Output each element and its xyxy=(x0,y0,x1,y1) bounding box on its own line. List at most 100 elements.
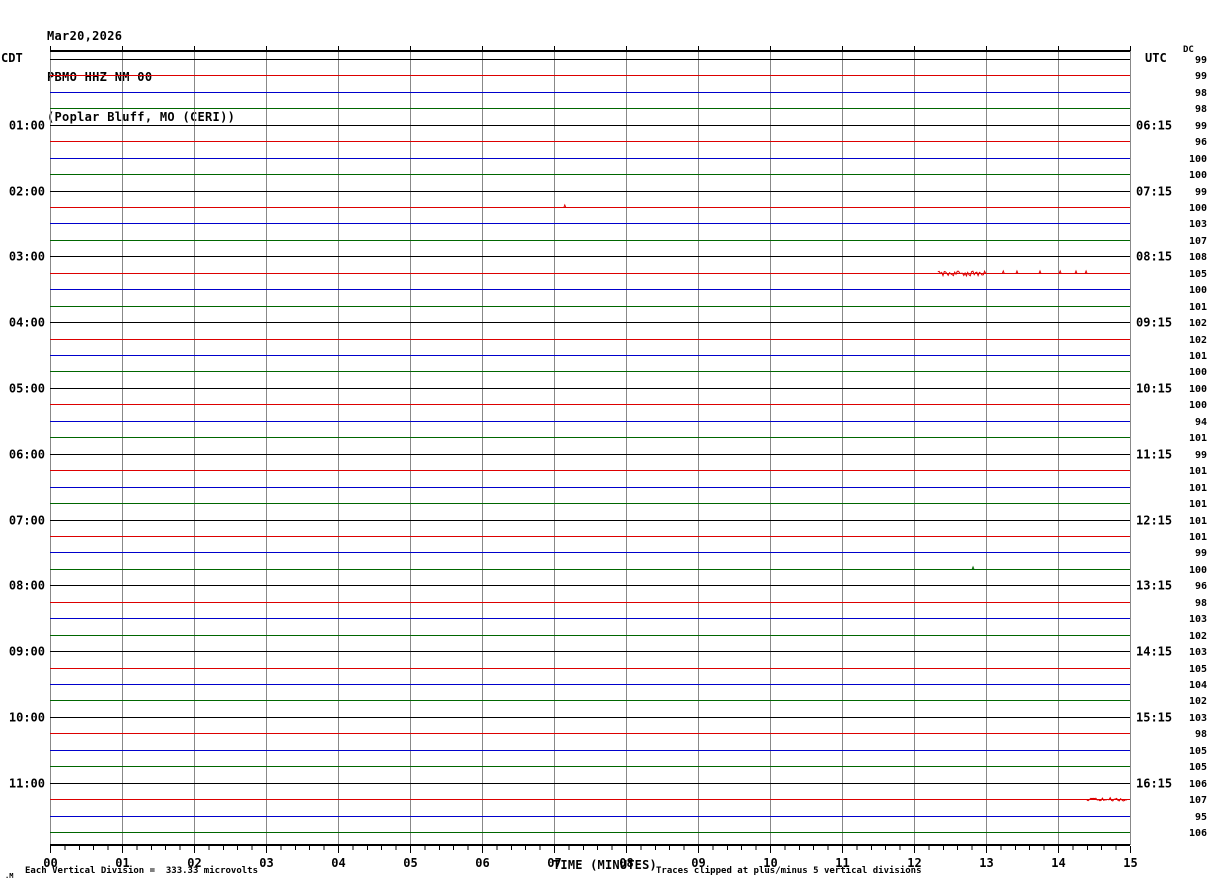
dc-offset-value: 101 xyxy=(1189,516,1207,527)
utc-hour-label: 12:15 xyxy=(1136,514,1172,528)
minute-label: 11 xyxy=(835,856,849,870)
dc-offset-value: 102 xyxy=(1189,696,1207,707)
dc-offset-value: 101 xyxy=(1189,483,1207,494)
utc-hour-label: 11:15 xyxy=(1136,448,1172,462)
minute-label: 10 xyxy=(763,856,777,870)
minute-label: 00 xyxy=(43,856,57,870)
dc-offset-value: 100 xyxy=(1189,565,1207,576)
dc-offset-value: 100 xyxy=(1189,367,1207,378)
dc-offset-value: 102 xyxy=(1189,318,1207,329)
cdt-hour-label: 07:00 xyxy=(9,514,45,528)
clipping-note: Traces clipped at plus/minus 5 vertical … xyxy=(656,866,922,876)
left-timezone-header: CDT xyxy=(1,51,23,65)
dc-offset-value: 103 xyxy=(1189,219,1207,230)
cdt-hour-label: 03:00 xyxy=(9,250,45,264)
dc-offset-value: 95 xyxy=(1195,812,1207,823)
utc-hour-label: 09:15 xyxy=(1136,316,1172,330)
utc-hour-label: 16:15 xyxy=(1136,777,1172,791)
utc-hour-label: 06:15 xyxy=(1136,119,1172,133)
dc-offset-value: 101 xyxy=(1189,433,1207,444)
dc-offset-value: 106 xyxy=(1189,828,1207,839)
dc-offset-value: 107 xyxy=(1189,795,1207,806)
cdt-hour-label: 11:00 xyxy=(9,777,45,791)
event-blip xyxy=(1038,269,1042,274)
title-station-location: (Poplar Bluff, MO (CERI)) xyxy=(47,110,236,124)
minute-label: 03 xyxy=(259,856,273,870)
utc-hour-label: 15:15 xyxy=(1136,711,1172,725)
dc-offset-value: 96 xyxy=(1195,137,1207,148)
dc-offset-value: 98 xyxy=(1195,88,1207,99)
utc-hour-label: 07:15 xyxy=(1136,185,1172,199)
dc-offset-value: 101 xyxy=(1189,466,1207,477)
dc-offset-value: 103 xyxy=(1189,614,1207,625)
dc-offset-value: 94 xyxy=(1195,417,1207,428)
dc-offset-value: 100 xyxy=(1189,154,1207,165)
minute-label: 09 xyxy=(691,856,705,870)
dc-offset-value: 104 xyxy=(1189,680,1207,691)
minute-label: 14 xyxy=(1051,856,1065,870)
dc-offset-value: 100 xyxy=(1189,203,1207,214)
dc-offset-value: 99 xyxy=(1195,187,1207,198)
dc-offset-value: 99 xyxy=(1195,71,1207,82)
title-date: Mar20,2026 xyxy=(47,29,123,43)
vertical-scale-note: Each Vertical Division = 333.33 microvol… xyxy=(25,866,258,876)
dc-offset-value: 100 xyxy=(1189,400,1207,411)
event-blip xyxy=(1015,269,1019,274)
dc-offset-value: 101 xyxy=(1189,302,1207,313)
utc-hour-label: 14:15 xyxy=(1136,645,1172,659)
utc-hour-label: 13:15 xyxy=(1136,579,1172,593)
cdt-hour-label: 02:00 xyxy=(9,185,45,199)
event-blip xyxy=(1058,269,1062,274)
minute-label: 01 xyxy=(115,856,129,870)
cdt-hour-label: 04:00 xyxy=(9,316,45,330)
minute-label: 15 xyxy=(1123,856,1137,870)
event-blip xyxy=(1084,269,1088,274)
dc-offset-value: 101 xyxy=(1189,532,1207,543)
dc-offset-value: 103 xyxy=(1189,647,1207,658)
event-blip xyxy=(563,203,567,208)
dc-offset-value: 99 xyxy=(1195,55,1207,66)
dc-offset-value: 99 xyxy=(1195,121,1207,132)
dc-offset-value: 100 xyxy=(1189,384,1207,395)
minute-label: 02 xyxy=(187,856,201,870)
event-blip xyxy=(971,565,975,570)
utc-hour-label: 10:15 xyxy=(1136,382,1172,396)
event-burst xyxy=(937,269,987,278)
cdt-hour-label: 05:00 xyxy=(9,382,45,396)
event-burst xyxy=(1086,796,1128,802)
dc-offset-value: 98 xyxy=(1195,729,1207,740)
cdt-hour-label: 06:00 xyxy=(9,448,45,462)
dc-offset-value: 98 xyxy=(1195,104,1207,115)
utc-hour-label: 08:15 xyxy=(1136,250,1172,264)
dc-offset-value: 105 xyxy=(1189,746,1207,757)
right-timezone-header: UTC xyxy=(1145,51,1167,65)
event-blip xyxy=(1074,269,1078,274)
minute-label: 12 xyxy=(907,856,921,870)
dc-offset-value: 98 xyxy=(1195,598,1207,609)
minute-label: 08 xyxy=(619,856,633,870)
minute-label: 05 xyxy=(403,856,417,870)
dc-offset-value: 107 xyxy=(1189,236,1207,247)
cdt-hour-label: 01:00 xyxy=(9,119,45,133)
dc-offset-value: 103 xyxy=(1189,713,1207,724)
minute-label: 06 xyxy=(475,856,489,870)
minute-label: 07 xyxy=(547,856,561,870)
dc-offset-value: 105 xyxy=(1189,762,1207,773)
dc-offset-value: 100 xyxy=(1189,285,1207,296)
corner-mark: .M xyxy=(5,872,14,880)
cdt-hour-label: 10:00 xyxy=(9,711,45,725)
dc-offset-value: 105 xyxy=(1189,664,1207,675)
dc-offset-value: 101 xyxy=(1189,499,1207,510)
minute-label: 04 xyxy=(331,856,345,870)
dc-offset-value: 101 xyxy=(1189,351,1207,362)
dc-offset-value: 108 xyxy=(1189,252,1207,263)
dc-offset-value: 99 xyxy=(1195,450,1207,461)
dc-offset-value: 96 xyxy=(1195,581,1207,592)
cdt-hour-label: 08:00 xyxy=(9,579,45,593)
dc-offset-value: 102 xyxy=(1189,631,1207,642)
dc-offset-value: 100 xyxy=(1189,170,1207,181)
dc-offset-value: 102 xyxy=(1189,335,1207,346)
dc-offset-header: DC xyxy=(1183,45,1194,55)
x-axis-title: TIME (MINUTES) xyxy=(553,858,657,872)
